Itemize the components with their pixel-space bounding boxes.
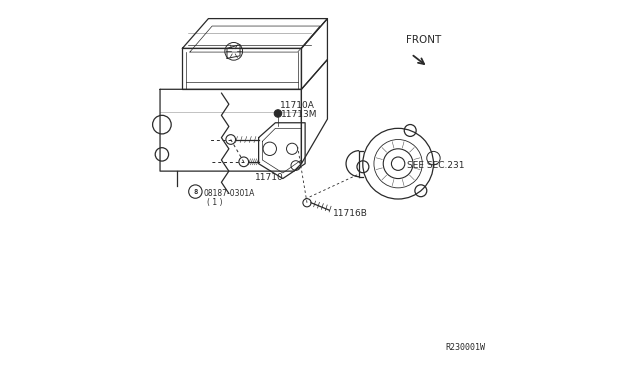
Text: 11710A: 11710A	[280, 102, 315, 110]
Circle shape	[275, 110, 282, 117]
Text: SEE SEC.231: SEE SEC.231	[408, 161, 465, 170]
Circle shape	[226, 135, 236, 144]
Text: 11713M: 11713M	[281, 110, 317, 119]
Text: R230001W: R230001W	[445, 343, 486, 352]
Text: 11710: 11710	[255, 173, 284, 182]
Text: 08187-0301A: 08187-0301A	[203, 189, 255, 198]
Text: ( 1 ): ( 1 )	[207, 198, 223, 207]
Text: 8: 8	[193, 189, 198, 195]
Text: FRONT: FRONT	[406, 35, 441, 45]
Circle shape	[303, 199, 311, 207]
Circle shape	[392, 157, 405, 170]
Circle shape	[239, 157, 248, 167]
Text: 11716B: 11716B	[333, 209, 368, 218]
